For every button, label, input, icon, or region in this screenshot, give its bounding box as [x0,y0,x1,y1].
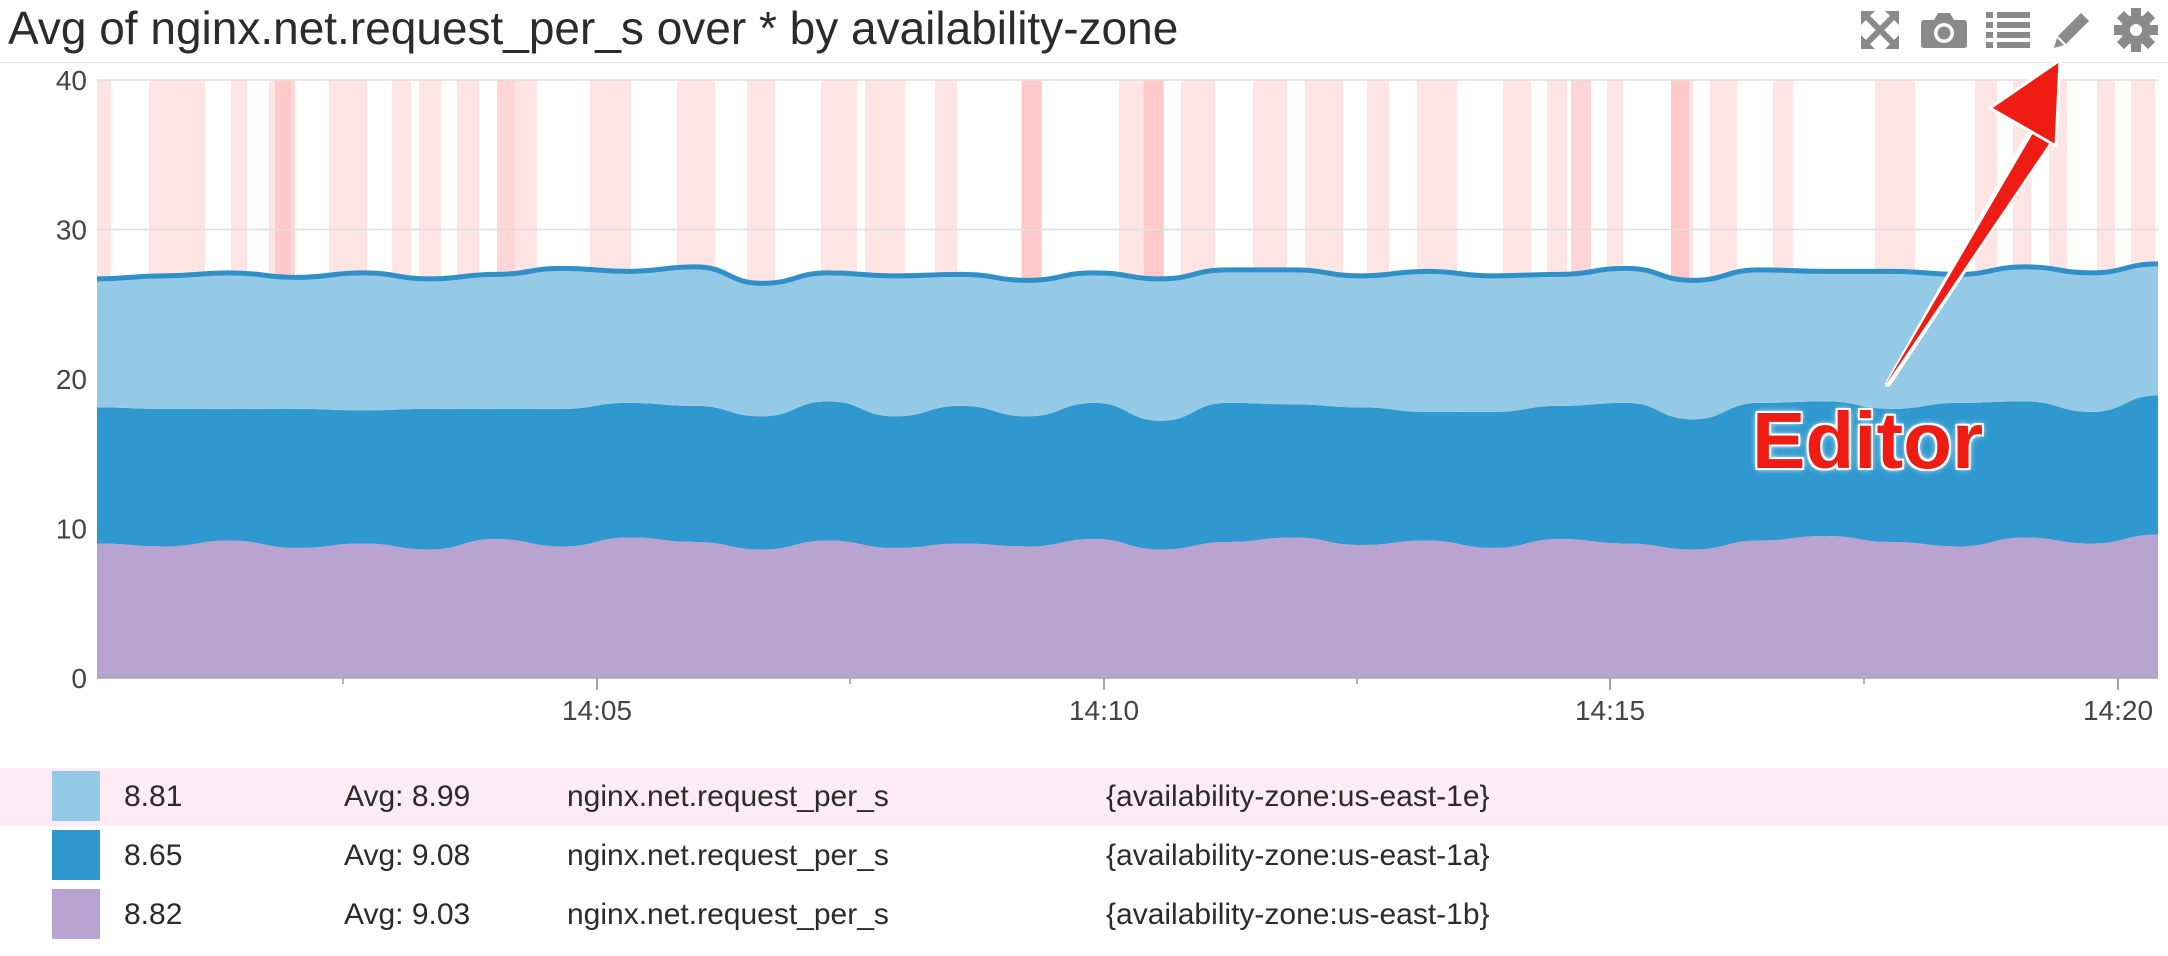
legend-swatch [52,889,100,939]
legend-row[interactable]: 8.65 Avg: 9.08 nginx.net.request_per_s {ava… [0,827,2168,885]
y-tick-label: 0 [71,663,87,694]
series-top-line [96,261,2159,286]
series-area-2[interactable] [97,263,2158,421]
settings-button[interactable] [2104,4,2168,56]
series-area-0[interactable] [97,534,2158,678]
gear-icon [2114,8,2158,52]
legend-value: 8.81 [124,780,183,813]
camera-icon [1921,13,1967,48]
legend-value: 8.82 [124,898,183,931]
header-divider [0,62,2168,63]
legend-avg: Avg: 9.08 [344,839,471,872]
edit-button[interactable] [2040,4,2104,56]
pencil-icon [2054,13,2089,48]
chart-legend: 8.81 Avg: 8.99 nginx.net.request_per_s {ava… [0,768,2168,945]
expand-icon [1861,11,1899,49]
y-tick-label: 40 [56,65,87,96]
editor-callout-label: Editor [1752,396,1984,485]
x-tick-label: 14:20 [2083,695,2153,720]
snapshot-button[interactable] [1912,4,1976,56]
legend-scope: {availability-zone:us-east-1e} [1106,780,1490,813]
legend-value: 8.65 [124,839,183,872]
x-tick-label: 14:05 [562,695,632,720]
legend-row[interactable]: 8.82 Avg: 9.03 nginx.net.request_per_s {ava… [0,886,2168,944]
legend-scope: {availability-zone:us-east-1a} [1106,839,1490,872]
widget-title: Avg of nginx.net.request_per_s over * by… [8,2,1179,54]
legend-row[interactable]: 8.81 Avg: 8.99 nginx.net.request_per_s {ava… [0,768,2168,826]
legend-avg: Avg: 9.03 [344,898,471,931]
series-area-1[interactable] [97,395,2158,550]
y-tick-label: 10 [56,514,87,545]
legend-swatch [52,771,100,821]
y-tick-label: 20 [56,364,87,395]
legend-metric: nginx.net.request_per_s [567,898,889,931]
expand-button[interactable] [1848,4,1912,56]
legend-swatch [52,830,100,880]
list-icon [1986,12,2030,48]
legend-metric: nginx.net.request_per_s [567,780,889,813]
x-tick-label: 14:10 [1069,695,1139,720]
y-tick-label: 30 [56,215,87,246]
x-tick-label: 14:15 [1575,695,1645,720]
legend-avg: Avg: 8.99 [344,780,471,813]
legend-metric: nginx.net.request_per_s [567,839,889,872]
legend-scope: {availability-zone:us-east-1b} [1106,898,1490,931]
legend-toggle-button[interactable] [1976,4,2040,56]
widget-toolbar [1848,4,2168,56]
timeseries-chart[interactable]: 0 10 20 30 40 14:05 14:10 14:15 14:20 [0,60,2168,720]
